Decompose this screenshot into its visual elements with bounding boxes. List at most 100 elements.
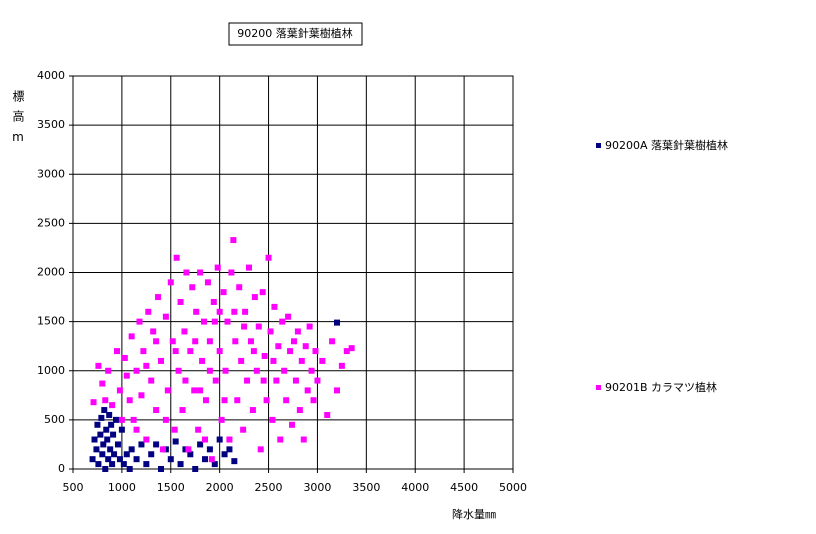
legend-label: 90201B カラマツ植林 xyxy=(605,380,717,394)
point xyxy=(206,446,213,453)
point xyxy=(106,411,113,418)
point xyxy=(197,441,204,448)
point xyxy=(148,451,155,458)
point xyxy=(221,397,228,404)
point xyxy=(244,377,251,384)
y-tick-label: 4000 xyxy=(37,69,65,82)
point xyxy=(153,407,160,414)
point xyxy=(123,372,130,379)
point xyxy=(247,338,254,345)
point xyxy=(292,377,299,384)
point xyxy=(267,328,274,335)
point xyxy=(208,456,215,463)
point xyxy=(230,237,237,244)
point xyxy=(281,367,288,374)
x-tick-label: 500 xyxy=(63,481,84,494)
point xyxy=(167,279,174,286)
y-tick-label: 1000 xyxy=(37,364,65,377)
point xyxy=(99,380,106,387)
point xyxy=(169,338,176,345)
point xyxy=(289,421,296,428)
point xyxy=(95,461,102,468)
point xyxy=(177,461,184,468)
point xyxy=(164,387,171,394)
point xyxy=(199,357,206,364)
point xyxy=(290,338,297,345)
point xyxy=(348,345,355,352)
x-tick-label: 4500 xyxy=(450,481,478,494)
point xyxy=(91,436,98,443)
point xyxy=(224,318,231,325)
point xyxy=(212,377,219,384)
point xyxy=(221,451,228,458)
point xyxy=(304,387,311,394)
point xyxy=(118,426,125,433)
point xyxy=(126,397,133,404)
point xyxy=(216,348,223,355)
point xyxy=(294,328,301,335)
point xyxy=(232,338,239,345)
point xyxy=(192,338,199,345)
point xyxy=(133,367,140,374)
point xyxy=(102,397,109,404)
y-tick-label: 1500 xyxy=(37,315,65,328)
point xyxy=(97,431,104,438)
point xyxy=(197,269,204,276)
point xyxy=(193,308,200,315)
point xyxy=(110,431,117,438)
legend-label: 90200A 落葉針葉樹植林 xyxy=(605,138,728,152)
point xyxy=(162,416,169,423)
point xyxy=(93,446,100,453)
point xyxy=(140,348,147,355)
point xyxy=(214,264,221,271)
point xyxy=(195,426,202,433)
point xyxy=(231,458,238,465)
point xyxy=(226,436,233,443)
point xyxy=(329,338,336,345)
point xyxy=(250,348,257,355)
point xyxy=(206,338,213,345)
point xyxy=(159,446,166,453)
point xyxy=(343,348,350,355)
y-tick-label: 3000 xyxy=(37,167,65,180)
point xyxy=(222,367,229,374)
x-tick-label: 1000 xyxy=(108,481,136,494)
point xyxy=(153,441,160,448)
point xyxy=(130,416,137,423)
point xyxy=(285,313,292,320)
point xyxy=(220,289,227,296)
title-box xyxy=(228,22,363,46)
point xyxy=(204,279,211,286)
point xyxy=(273,377,280,384)
point xyxy=(136,318,143,325)
point xyxy=(255,323,262,330)
point xyxy=(263,397,270,404)
point xyxy=(109,461,116,468)
point xyxy=(153,338,160,345)
point xyxy=(172,438,179,445)
point xyxy=(216,436,223,443)
point xyxy=(116,456,123,463)
point xyxy=(118,416,125,423)
point xyxy=(107,446,114,453)
point xyxy=(210,298,217,305)
point xyxy=(114,441,121,448)
point xyxy=(138,441,145,448)
chart-title: 90200 落葉針葉樹植林 xyxy=(237,26,353,40)
point xyxy=(128,446,135,453)
point xyxy=(150,328,157,335)
point xyxy=(202,397,209,404)
point xyxy=(145,308,152,315)
point xyxy=(89,456,96,463)
point xyxy=(192,466,199,472)
point xyxy=(185,446,192,453)
point xyxy=(298,357,305,364)
x-tick-label: 1500 xyxy=(157,481,185,494)
x-tick-label: 2500 xyxy=(255,481,283,494)
point xyxy=(238,357,245,364)
point xyxy=(226,446,233,453)
point xyxy=(181,328,188,335)
point xyxy=(334,387,340,394)
